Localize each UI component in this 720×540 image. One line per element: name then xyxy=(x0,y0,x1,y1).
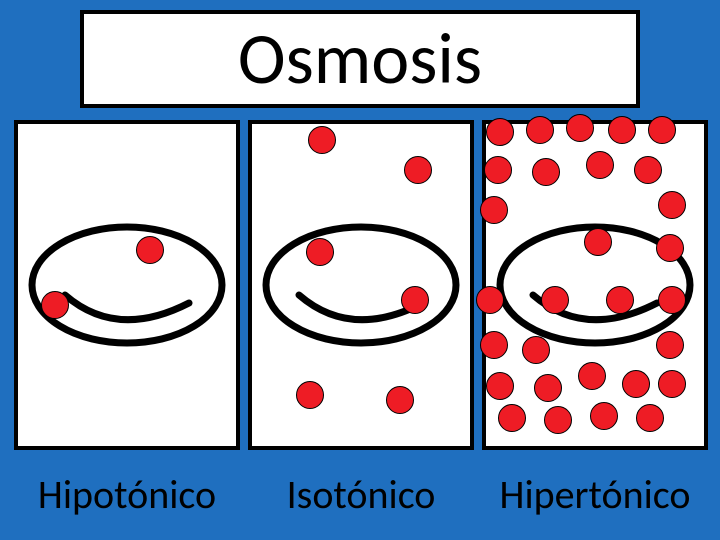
dot-hyper-out-6 xyxy=(532,158,560,186)
dot-hyper-out-9 xyxy=(658,191,686,219)
dot-hyper-out-18 xyxy=(534,374,562,402)
dot-hyper-out-8 xyxy=(634,156,662,184)
label-1: Isotónico xyxy=(248,470,474,519)
dot-hyper-out-15 xyxy=(522,336,550,364)
dot-hyper-out-12 xyxy=(476,286,504,314)
dot-hyper-out-4 xyxy=(648,116,676,144)
dot-hyper-out-1 xyxy=(526,116,554,144)
label-0: Hipotónico xyxy=(14,470,240,519)
cell-1 xyxy=(259,220,463,350)
dot-hyper-out-3 xyxy=(608,116,636,144)
dot-hyper-out-23 xyxy=(544,406,572,434)
title-box: Osmosis xyxy=(80,10,640,108)
dot-iso-2 xyxy=(306,238,334,266)
dot-iso-1 xyxy=(404,156,432,184)
label-2: Hipertónico xyxy=(482,470,708,519)
title-text: Osmosis xyxy=(238,15,482,103)
dot-hyper-out-21 xyxy=(658,370,686,398)
dot-hyper-out-20 xyxy=(622,370,650,398)
dot-hyper-out-17 xyxy=(486,372,514,400)
dot-hyper-out-0 xyxy=(486,118,514,146)
dot-hyper-in-2 xyxy=(606,286,634,314)
dot-hypo-0 xyxy=(136,236,164,264)
dot-hyper-out-16 xyxy=(656,331,684,359)
cell-0 xyxy=(25,220,229,350)
dot-hyper-out-11 xyxy=(656,234,684,262)
dot-hyper-out-22 xyxy=(498,404,526,432)
dot-hyper-out-13 xyxy=(658,286,686,314)
dot-hyper-out-24 xyxy=(590,402,618,430)
dot-iso-0 xyxy=(308,126,336,154)
dot-iso-5 xyxy=(386,386,414,414)
dot-hyper-out-14 xyxy=(480,331,508,359)
dot-hypo-1 xyxy=(41,291,69,319)
dot-hyper-in-1 xyxy=(541,286,569,314)
dot-hyper-out-7 xyxy=(586,151,614,179)
dot-hyper-out-5 xyxy=(484,156,512,184)
dot-iso-3 xyxy=(401,286,429,314)
dot-hyper-in-0 xyxy=(584,228,612,256)
dot-hyper-out-2 xyxy=(566,114,594,142)
dot-hyper-out-19 xyxy=(578,362,606,390)
dot-hyper-out-25 xyxy=(636,404,664,432)
dot-hyper-out-10 xyxy=(480,196,508,224)
dot-iso-4 xyxy=(296,381,324,409)
